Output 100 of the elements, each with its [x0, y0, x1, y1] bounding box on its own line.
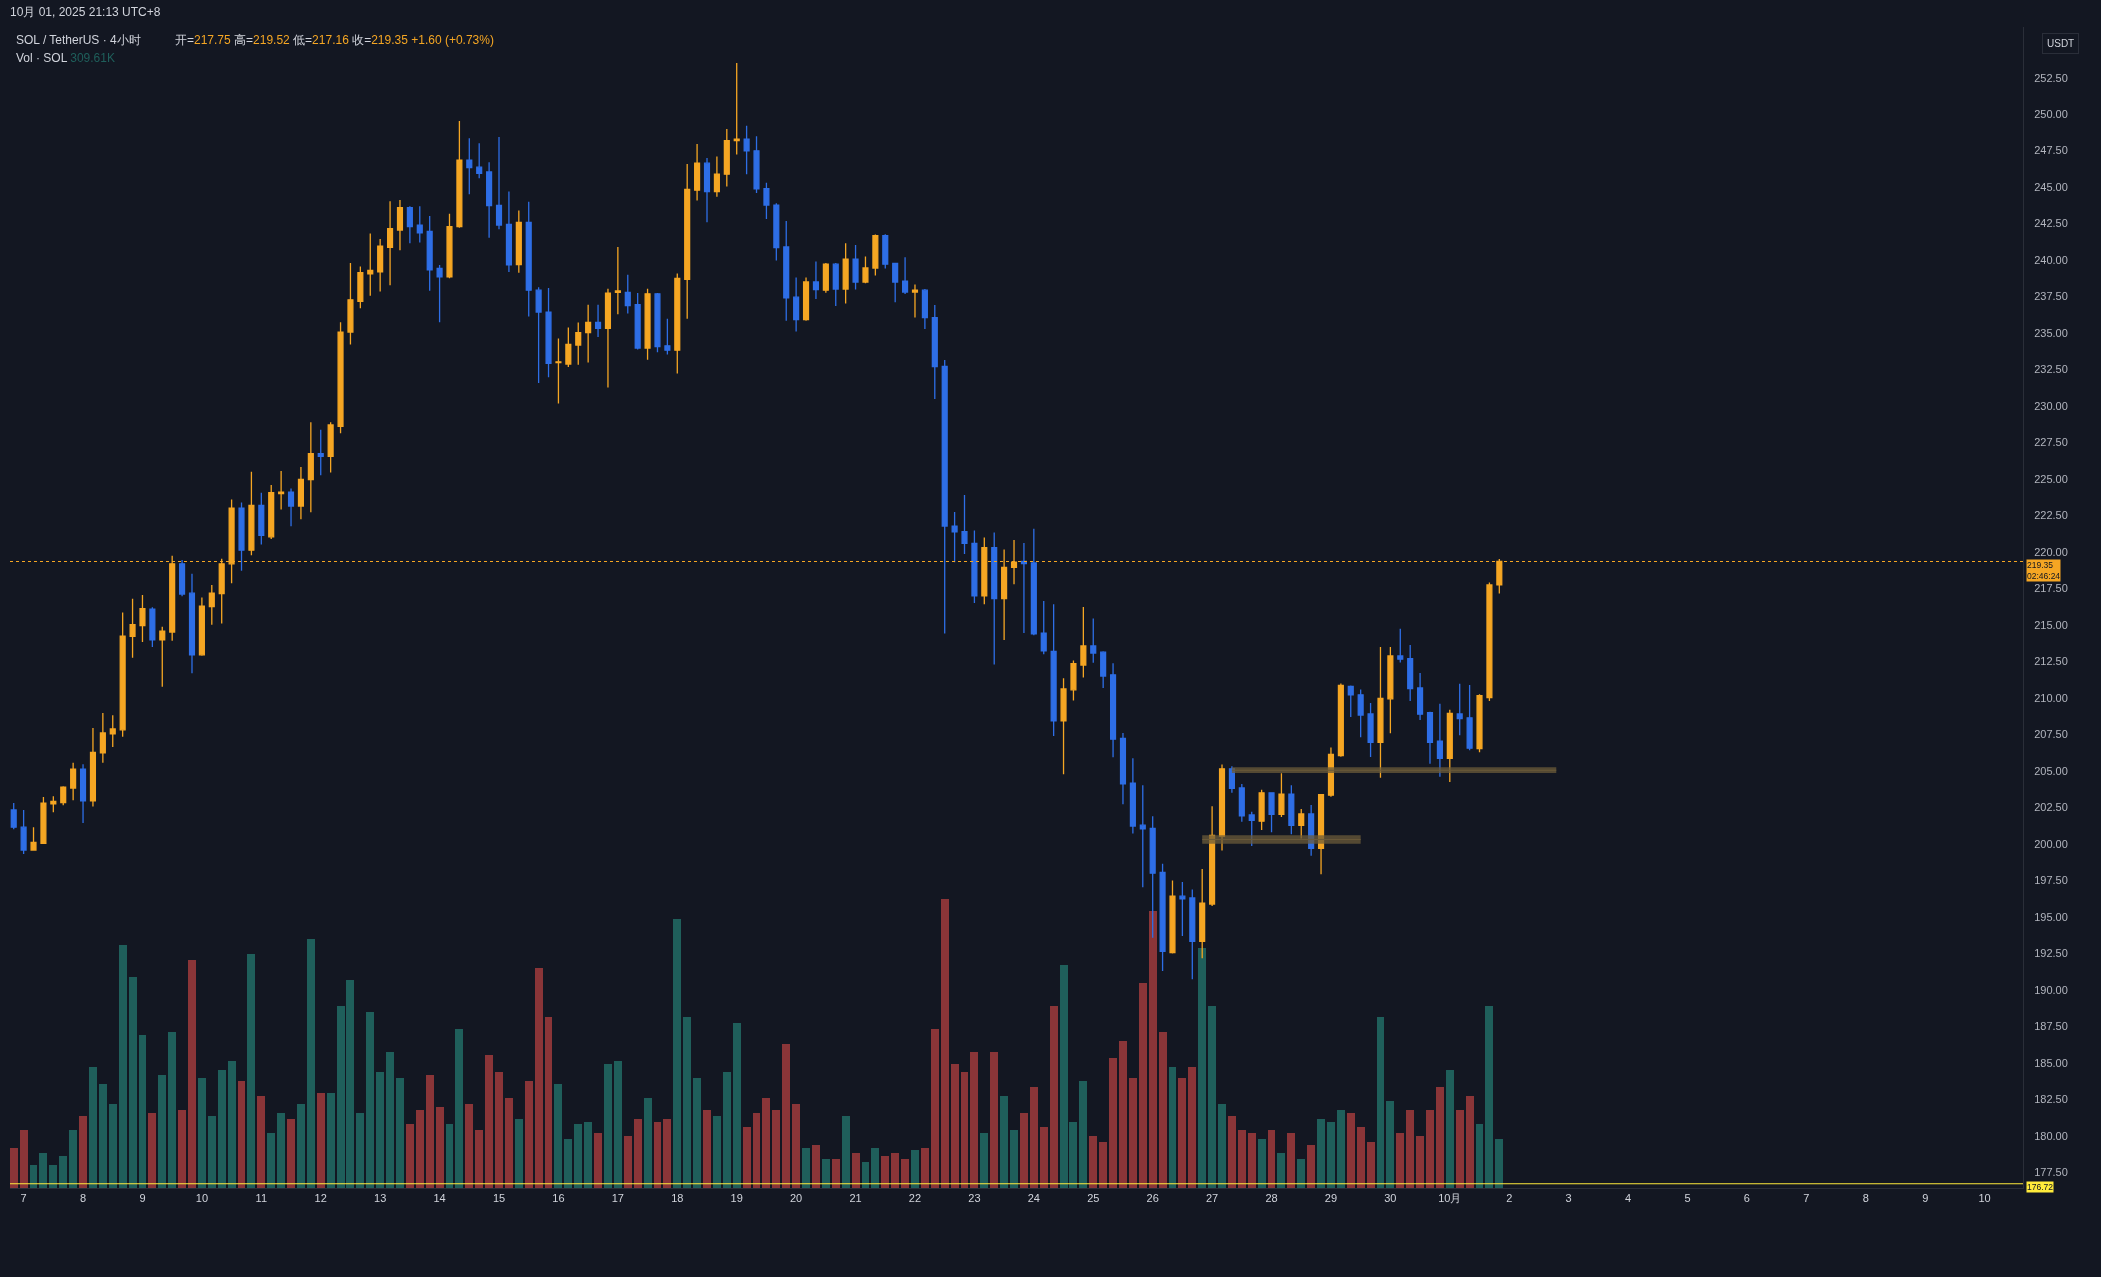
candlestick	[159, 626, 166, 688]
candlestick	[1070, 659, 1077, 702]
candlestick	[446, 213, 453, 279]
candlestick	[89, 727, 97, 808]
bar	[257, 1096, 265, 1188]
y-tick-label: 220.00	[2034, 545, 2068, 558]
candlestick	[872, 233, 879, 277]
x-tick-label: 30	[1384, 1192, 1397, 1205]
bar	[436, 1107, 444, 1188]
bar	[703, 1110, 711, 1188]
bar	[1268, 1130, 1275, 1188]
candlestick	[614, 246, 621, 315]
candlestick	[1100, 650, 1107, 689]
candlestick	[1357, 688, 1364, 738]
bar	[1109, 1058, 1117, 1188]
bar	[921, 1148, 929, 1188]
candlestick	[208, 584, 215, 626]
candlestick	[317, 429, 324, 476]
chart-title: Vol · SOL 309.61K	[16, 51, 115, 65]
candlestick	[802, 276, 810, 322]
y-tick-label: 237.50	[2034, 290, 2068, 303]
candlestick	[386, 200, 394, 286]
candlestick	[654, 292, 661, 353]
bar	[327, 1093, 335, 1188]
y-tick-label: 202.50	[2034, 801, 2068, 814]
bar	[89, 1067, 97, 1188]
candlestick	[139, 594, 146, 643]
candlestick	[179, 559, 186, 597]
bar	[475, 1130, 483, 1188]
candlestick	[713, 155, 720, 198]
x-tick-label: 9	[1922, 1192, 1929, 1205]
candlestick	[783, 220, 790, 322]
candlestick	[426, 215, 433, 292]
bar	[743, 1127, 751, 1188]
candlestick	[1030, 528, 1037, 636]
bar	[198, 1078, 206, 1188]
candlestick	[1159, 863, 1166, 972]
candlestick	[832, 262, 839, 307]
candlestick	[812, 260, 820, 300]
bar	[228, 1061, 236, 1188]
bar	[1367, 1142, 1375, 1188]
bar	[1347, 1113, 1355, 1188]
y-tick-label: 207.50	[2034, 728, 2068, 741]
y-tick-label: 177.50	[2034, 1166, 2068, 1179]
bar	[1456, 1110, 1464, 1188]
x-tick-label: 19	[730, 1192, 743, 1205]
x-tick-label: 8	[1862, 1192, 1869, 1205]
y-tick-label: 245.00	[2034, 180, 2068, 193]
bar	[1416, 1136, 1424, 1188]
x-tick-label: 20	[790, 1192, 803, 1205]
candlestick	[99, 712, 106, 764]
y-tick-label: 215.00	[2034, 618, 2068, 631]
candlestick	[307, 421, 314, 513]
text: 开=217.75 高=219.52 低=217.16 收=219.35 +1.60 (+0.73%)	[175, 33, 494, 47]
candlestick	[198, 596, 205, 657]
candlestick	[902, 256, 909, 295]
candlestick	[79, 763, 87, 824]
candlestick	[416, 205, 423, 244]
bar	[139, 1035, 146, 1188]
x-tick-label: 6	[1743, 1192, 1750, 1205]
candlestick	[822, 262, 829, 294]
candlestick	[1060, 677, 1067, 775]
candlestick	[862, 255, 869, 284]
bar	[693, 1078, 701, 1188]
candlestick	[10, 802, 17, 831]
candlestick	[1090, 617, 1097, 664]
candlestick	[1426, 711, 1434, 765]
bar	[317, 1093, 325, 1188]
bar	[980, 1133, 988, 1188]
bar	[238, 1081, 245, 1188]
y-tick-label: 182.50	[2034, 1093, 2068, 1106]
bar	[247, 954, 255, 1188]
bar	[1287, 1133, 1295, 1188]
text: SOL / TetherUS · 4小时	[16, 33, 141, 47]
candlestick	[604, 288, 612, 389]
bar	[1139, 983, 1147, 1188]
bar	[762, 1098, 770, 1188]
candlestick	[773, 202, 780, 262]
bar	[168, 1032, 176, 1188]
x-tick-label: 27	[1205, 1192, 1219, 1205]
bar	[1129, 1078, 1137, 1188]
bar	[1208, 1006, 1216, 1188]
candlestick	[763, 182, 770, 220]
candlestick	[456, 120, 463, 229]
bar	[297, 1104, 305, 1188]
bar	[881, 1156, 889, 1188]
bar	[1218, 1104, 1226, 1188]
bar	[69, 1130, 77, 1188]
bar	[961, 1072, 968, 1188]
candlestick	[1218, 763, 1226, 852]
y-tick-label: 222.50	[2034, 509, 2068, 522]
y-tick-label: 247.50	[2034, 144, 2068, 157]
bar	[683, 1017, 691, 1188]
candlestick	[50, 795, 57, 813]
candlestick	[188, 573, 196, 674]
bar	[267, 1133, 275, 1188]
x-tick-label: 28	[1265, 1192, 1278, 1205]
bar	[1159, 1032, 1167, 1188]
candlestick	[30, 826, 37, 852]
candlestick	[1179, 881, 1186, 937]
